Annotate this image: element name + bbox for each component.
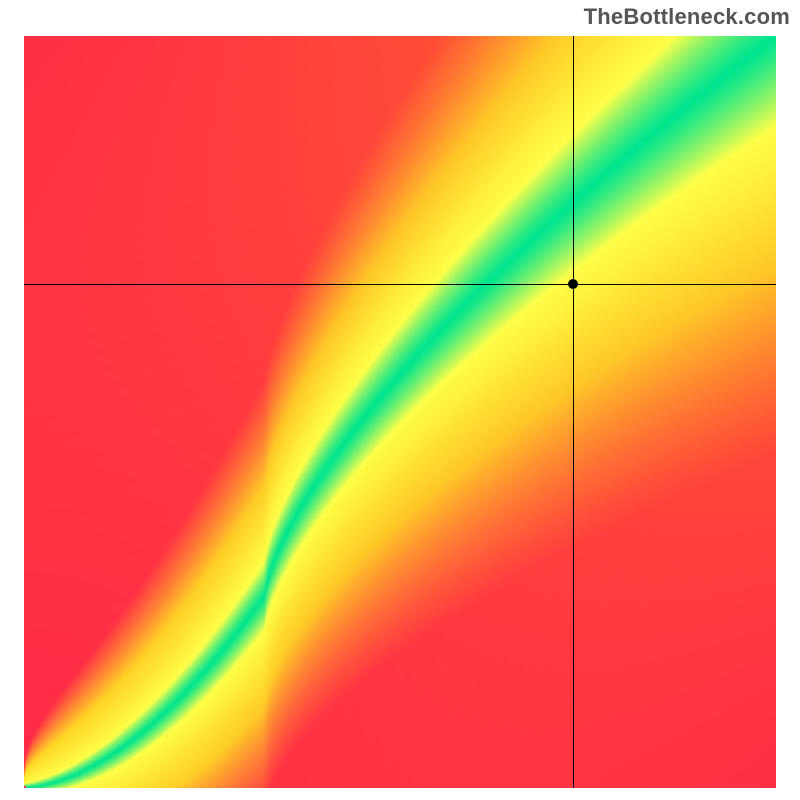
attribution-text: TheBottleneck.com [584,4,790,30]
plot-area [24,36,776,788]
crosshair-vertical [573,36,574,788]
crosshair-marker [568,279,578,289]
crosshair-horizontal [24,284,776,285]
heatmap-canvas [24,36,776,788]
